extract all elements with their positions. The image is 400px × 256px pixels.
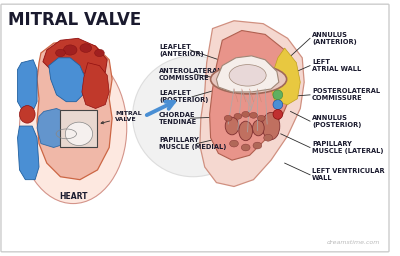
Ellipse shape	[230, 140, 238, 147]
Polygon shape	[43, 38, 107, 75]
Polygon shape	[18, 60, 37, 109]
Text: LEAFLET
(ANTERIOR): LEAFLET (ANTERIOR)	[159, 44, 204, 57]
Polygon shape	[49, 58, 86, 102]
Ellipse shape	[253, 142, 262, 149]
Polygon shape	[200, 21, 304, 187]
Ellipse shape	[94, 49, 104, 57]
FancyBboxPatch shape	[1, 4, 389, 252]
Ellipse shape	[264, 134, 272, 141]
Ellipse shape	[65, 122, 93, 146]
FancyBboxPatch shape	[60, 110, 98, 147]
Text: LEFT
ATRIAL WALL: LEFT ATRIAL WALL	[312, 59, 361, 72]
Text: MITRAL VALVE: MITRAL VALVE	[8, 11, 141, 29]
Polygon shape	[82, 63, 109, 109]
Ellipse shape	[210, 65, 287, 94]
Ellipse shape	[252, 120, 264, 136]
Ellipse shape	[224, 115, 232, 121]
Ellipse shape	[56, 49, 65, 57]
Circle shape	[273, 90, 283, 100]
Polygon shape	[210, 30, 294, 160]
Text: CHORDAE
TENDINAE: CHORDAE TENDINAE	[159, 112, 197, 125]
FancyArrowPatch shape	[147, 102, 174, 115]
Text: LEAFLET
(POSTERIOR): LEAFLET (POSTERIOR)	[159, 90, 208, 103]
Ellipse shape	[20, 105, 35, 123]
Polygon shape	[37, 40, 112, 180]
Circle shape	[132, 56, 254, 177]
Ellipse shape	[63, 45, 77, 55]
Polygon shape	[271, 48, 300, 105]
Text: LEFT VENTRICULAR
WALL: LEFT VENTRICULAR WALL	[312, 168, 385, 181]
Polygon shape	[18, 126, 39, 180]
Ellipse shape	[262, 112, 280, 140]
Circle shape	[273, 100, 283, 110]
Text: PAPILLARY
MUSCLE (MEDIAL): PAPILLARY MUSCLE (MEDIAL)	[159, 137, 226, 150]
Text: PAPILLARY
MUSCLE (LATERAL): PAPILLARY MUSCLE (LATERAL)	[312, 141, 384, 154]
Text: POSTEROLATERAL
COMMISSURE: POSTEROLATERAL COMMISSURE	[312, 88, 380, 101]
Ellipse shape	[234, 113, 242, 119]
Ellipse shape	[225, 117, 239, 135]
Ellipse shape	[257, 115, 265, 121]
Text: HEART: HEART	[59, 192, 87, 201]
Circle shape	[273, 110, 283, 119]
Text: ANNULUS
(POSTERIOR): ANNULUS (POSTERIOR)	[312, 115, 361, 128]
Text: dreamstime.com: dreamstime.com	[327, 240, 380, 245]
Polygon shape	[37, 109, 73, 147]
Text: ANNULUS
(ANTERIOR): ANNULUS (ANTERIOR)	[312, 32, 357, 45]
Ellipse shape	[241, 144, 250, 151]
Ellipse shape	[239, 121, 252, 141]
Text: MITRAL
VALVE: MITRAL VALVE	[101, 111, 142, 124]
Text: ANTEROLATERAL
COMMISSURE: ANTEROLATERAL COMMISSURE	[159, 68, 222, 81]
Ellipse shape	[242, 111, 250, 117]
Ellipse shape	[250, 112, 257, 118]
Polygon shape	[216, 56, 279, 92]
Ellipse shape	[80, 44, 92, 52]
Ellipse shape	[20, 52, 127, 204]
Ellipse shape	[229, 65, 266, 86]
